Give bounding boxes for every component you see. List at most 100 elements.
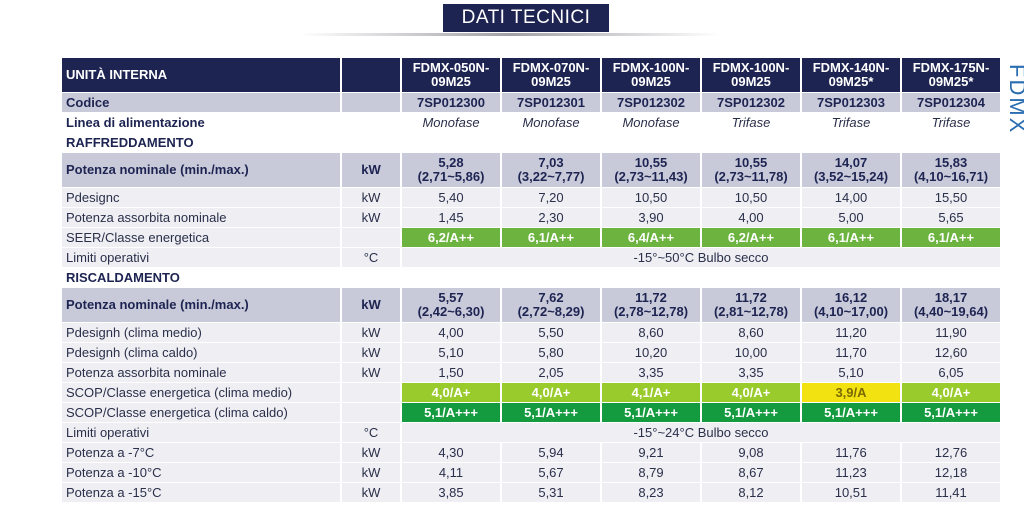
row-label: SCOP/Classe energetica (clima medio) bbox=[62, 383, 340, 402]
row-value: 11,20 bbox=[802, 323, 900, 342]
row-value: 5,00 bbox=[802, 208, 900, 227]
row-unit: kW bbox=[342, 483, 400, 502]
row-value: 8,23 bbox=[602, 483, 700, 502]
row-label: Limiti operativi bbox=[62, 423, 340, 442]
section-title: RISCALDAMENTO bbox=[62, 268, 1000, 287]
row-value: 10,20 bbox=[602, 343, 700, 362]
row-label: Potenza a -15°C bbox=[62, 483, 340, 502]
row-value: 5,10 bbox=[802, 363, 900, 382]
row-value: 8,79 bbox=[602, 463, 700, 482]
row-value: 4,1/A+ bbox=[602, 383, 700, 402]
row-label: Pdesignh (clima caldo) bbox=[62, 343, 340, 362]
row-value: 5,1/A+++ bbox=[702, 403, 800, 422]
row-value: 4,00 bbox=[702, 208, 800, 227]
row-unit: kW bbox=[342, 208, 400, 227]
row-value: 1,50 bbox=[402, 363, 500, 382]
row-value: 4,30 bbox=[402, 443, 500, 462]
row-value: 4,0/A+ bbox=[502, 383, 600, 402]
row-label: Potenza assorbita nominale bbox=[62, 208, 340, 227]
row-unit bbox=[342, 93, 400, 112]
row-value: 16,12 (4,10~17,00) bbox=[802, 288, 900, 322]
model-name: FDMX-100N- 09M25 bbox=[602, 58, 700, 92]
row-value: 14,07 (3,52~15,24) bbox=[802, 153, 900, 187]
power-minus15-row: Potenza a -15°C kW 3,85 5,31 8,23 8,12 10,51 11… bbox=[62, 483, 1000, 502]
row-value: 7SP012300 bbox=[402, 93, 500, 112]
row-value: 5,1/A+++ bbox=[502, 403, 600, 422]
row-value: 6,2/A++ bbox=[702, 228, 800, 247]
model-name: FDMX-100N- 09M25 bbox=[702, 58, 800, 92]
row-value: 5,65 bbox=[902, 208, 1000, 227]
row-label: Potenza assorbita nominale bbox=[62, 363, 340, 382]
row-label: Codice bbox=[62, 93, 340, 112]
power-minus7-row: Potenza a -7°C kW 4,30 5,94 9,21 9,08 11,76 12,… bbox=[62, 443, 1000, 462]
row-label: SEER/Classe energetica bbox=[62, 228, 340, 247]
row-value: 4,0/A+ bbox=[702, 383, 800, 402]
row-value: 4,0/A+ bbox=[902, 383, 1000, 402]
row-unit bbox=[342, 113, 400, 132]
row-value: 1,45 bbox=[402, 208, 500, 227]
row-label: Potenza a -10°C bbox=[62, 463, 340, 482]
row-value: 8,60 bbox=[602, 323, 700, 342]
row-value: 6,05 bbox=[902, 363, 1000, 382]
row-value: 11,90 bbox=[902, 323, 1000, 342]
row-value: Trifase bbox=[702, 113, 800, 132]
row-value: 18,17 (4,40~19,64) bbox=[902, 288, 1000, 322]
row-value: 12,76 bbox=[902, 443, 1000, 462]
section-heating: RISCALDAMENTO bbox=[62, 268, 1000, 287]
heating-absorbed-row: Potenza assorbita nominale kW 1,50 2,05 3,35… bbox=[62, 363, 1000, 382]
spec-table: UNITÀ INTERNA FDMX-050N- 09M25 FDMX-070N- 09… bbox=[60, 57, 1002, 503]
row-label: SCOP/Classe energetica (clima caldo) bbox=[62, 403, 340, 422]
row-value: 6,4/A++ bbox=[602, 228, 700, 247]
row-value: 10,50 bbox=[602, 188, 700, 207]
row-value: 3,85 bbox=[402, 483, 500, 502]
row-unit: kW bbox=[342, 363, 400, 382]
row-label: Potenza a -7°C bbox=[62, 443, 340, 462]
row-label: Linea di alimentazione bbox=[62, 113, 340, 132]
row-value: 11,70 bbox=[802, 343, 900, 362]
seer-row: SEER/Classe energetica 6,2/A++ 6,1/A++ 6,4/… bbox=[62, 228, 1000, 247]
scop-caldo-row: SCOP/Classe energetica (clima caldo) 5,1/… bbox=[62, 403, 1000, 422]
row-unit: kW bbox=[342, 463, 400, 482]
cooling-absorbed-row: Potenza assorbita nominale kW 1,45 2,30 3,90… bbox=[62, 208, 1000, 227]
row-value: 3,9/A bbox=[802, 383, 900, 402]
row-value: 7SP012303 bbox=[802, 93, 900, 112]
row-unit: °C bbox=[342, 248, 400, 267]
row-label: Potenza nominale (min./max.) bbox=[62, 288, 340, 322]
codice-row: Codice 7SP012300 7SP012301 7SP012302 7SP0123… bbox=[62, 93, 1000, 112]
pdesignh-medio-row: Pdesignh (clima medio) kW 4,00 5,50 8,60 8,60… bbox=[62, 323, 1000, 342]
row-value: 5,40 bbox=[402, 188, 500, 207]
row-value: -15°~50°C Bulbo secco bbox=[402, 248, 1000, 267]
row-value: 3,35 bbox=[702, 363, 800, 382]
cooling-nominal-row: Potenza nominale (min./max.) kW 5,28 (2,71~… bbox=[62, 153, 1000, 187]
row-label: Potenza nominale (min./max.) bbox=[62, 153, 340, 187]
row-value: 8,60 bbox=[702, 323, 800, 342]
model-name: FDMX-175N- 09M25* bbox=[902, 58, 1000, 92]
model-name: FDMX-070N- 09M25 bbox=[502, 58, 600, 92]
row-value: 5,1/A+++ bbox=[402, 403, 500, 422]
row-value: 5,1/A+++ bbox=[902, 403, 1000, 422]
row-value: 3,35 bbox=[602, 363, 700, 382]
model-name: FDMX-140N- 09M25* bbox=[802, 58, 900, 92]
row-value: 6,2/A++ bbox=[402, 228, 500, 247]
row-value: 4,0/A+ bbox=[402, 383, 500, 402]
row-value: 5,50 bbox=[502, 323, 600, 342]
row-value: 4,00 bbox=[402, 323, 500, 342]
row-unit: kW bbox=[342, 153, 400, 187]
row-value: 9,08 bbox=[702, 443, 800, 462]
row-value: 15,83 (4,10~16,71) bbox=[902, 153, 1000, 187]
heating-nominal-row: Potenza nominale (min./max.) kW 5,57 (2,42~… bbox=[62, 288, 1000, 322]
row-unit: kW bbox=[342, 343, 400, 362]
row-unit bbox=[342, 228, 400, 247]
row-unit bbox=[342, 383, 400, 402]
row-value: 5,94 bbox=[502, 443, 600, 462]
row-value: 10,55 (2,73~11,43) bbox=[602, 153, 700, 187]
side-label: FDMX bbox=[1005, 64, 1024, 135]
row-unit: kW bbox=[342, 443, 400, 462]
row-value: Monofase bbox=[502, 113, 600, 132]
row-value: 5,1/A+++ bbox=[802, 403, 900, 422]
row-value: 10,51 bbox=[802, 483, 900, 502]
pdesignc-row: Pdesignc kW 5,40 7,20 10,50 10,50 14,00 15,50 bbox=[62, 188, 1000, 207]
row-value: Trifase bbox=[902, 113, 1000, 132]
row-value: 11,76 bbox=[802, 443, 900, 462]
row-value: 7SP012302 bbox=[702, 93, 800, 112]
